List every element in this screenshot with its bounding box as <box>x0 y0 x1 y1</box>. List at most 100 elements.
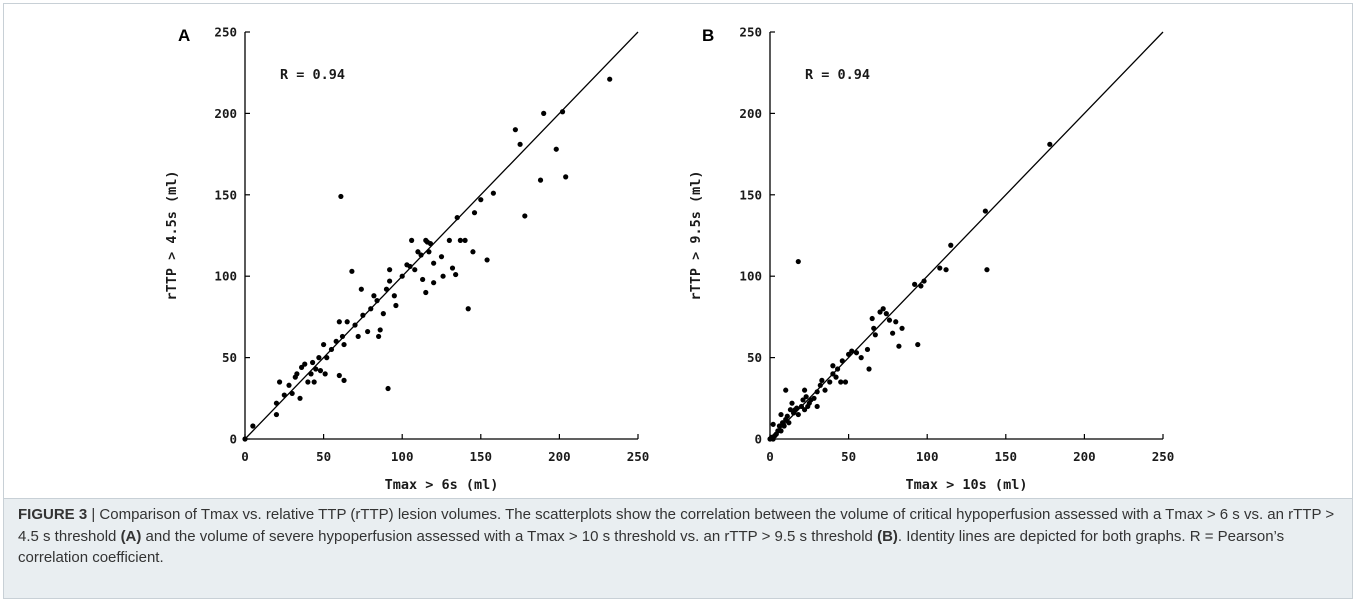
x-tick-label: 0 <box>241 449 249 464</box>
data-point <box>471 210 478 216</box>
data-point <box>512 127 518 133</box>
data-point <box>890 330 896 336</box>
data-point <box>800 397 806 403</box>
data-point <box>311 379 317 385</box>
data-point <box>431 260 437 266</box>
caption-text-2: and the volume of severe hypoperfusion a… <box>141 527 878 545</box>
data-point <box>313 366 319 372</box>
data-point <box>328 346 335 353</box>
data-point <box>431 280 437 286</box>
data-point <box>789 400 795 406</box>
data-point <box>465 306 471 312</box>
data-point <box>787 407 794 413</box>
data-point <box>537 177 544 183</box>
data-point <box>798 403 805 410</box>
caption-ref-b: (B) <box>877 527 898 545</box>
x-tick-label: 50 <box>316 449 331 464</box>
y-tick-label: 0 <box>229 432 237 447</box>
data-point <box>470 249 476 255</box>
data-point <box>830 371 836 377</box>
data-point <box>289 390 295 397</box>
y-tick-label: 150 <box>739 187 762 202</box>
identity-line <box>769 31 1164 440</box>
data-point <box>982 208 988 214</box>
caption-box <box>3 498 1353 599</box>
data-point <box>273 411 280 418</box>
data-point <box>849 348 855 354</box>
data-point <box>1047 141 1053 147</box>
data-point <box>871 325 877 331</box>
data-point <box>341 341 347 348</box>
data-point <box>607 76 613 82</box>
data-point <box>409 237 415 243</box>
caption-ref-a: (A) <box>120 527 142 545</box>
data-point <box>387 278 393 284</box>
y-tick-label: 50 <box>222 350 237 365</box>
y-tick-label: 50 <box>747 350 762 365</box>
data-point <box>440 273 446 279</box>
data-point <box>517 141 523 147</box>
data-point <box>937 265 943 271</box>
data-point <box>490 190 496 196</box>
data-point <box>415 249 421 255</box>
data-point <box>281 392 287 398</box>
data-point <box>864 346 871 353</box>
data-point <box>449 265 456 271</box>
data-point <box>341 377 347 383</box>
y-tick-label: 100 <box>214 269 237 284</box>
data-point <box>360 312 366 318</box>
data-point <box>420 276 426 283</box>
data-point <box>869 315 875 322</box>
x-tick-label: 100 <box>916 449 939 464</box>
data-point <box>391 293 397 299</box>
data-point <box>781 423 787 429</box>
data-point <box>830 363 836 369</box>
data-point <box>842 379 849 385</box>
y-tick-label: 250 <box>739 25 762 40</box>
x-tick-label: 150 <box>995 449 1018 464</box>
data-point <box>242 436 248 442</box>
data-point <box>374 298 380 304</box>
data-point <box>324 355 330 361</box>
data-point <box>309 359 316 366</box>
data-point <box>387 267 393 273</box>
data-point <box>877 309 883 315</box>
data-point <box>778 411 784 418</box>
data-point <box>418 252 424 258</box>
scatter-panel-b: 0 50 100 150 200 250 0 50 100 150 200 250 Tmax > 10s… <box>688 25 1174 494</box>
data-point <box>438 254 445 260</box>
data-point <box>811 395 817 401</box>
data-point <box>803 394 809 400</box>
data-point <box>302 361 308 367</box>
data-point <box>770 421 776 427</box>
data-point <box>250 423 256 429</box>
data-point <box>819 377 825 383</box>
data-point <box>321 341 327 348</box>
data-point <box>339 333 346 340</box>
data-point <box>776 423 783 429</box>
data-point <box>921 278 927 284</box>
x-tick-label: 200 <box>1073 449 1096 464</box>
data-point <box>377 327 383 333</box>
data-point <box>462 237 468 243</box>
data-point <box>896 343 902 349</box>
x-axis-label: Tmax > 6s (ml) <box>385 477 499 493</box>
caption-text-1: Comparison of Tmax vs. relative TTP (rTT… <box>18 506 1335 545</box>
data-point <box>553 146 559 152</box>
data-point <box>383 286 390 292</box>
data-point <box>273 400 280 406</box>
x-tick-label: 0 <box>766 449 774 464</box>
data-point <box>368 306 374 312</box>
data-point <box>349 268 355 274</box>
data-point <box>484 257 490 263</box>
data-point <box>915 341 921 348</box>
data-point <box>338 193 344 200</box>
data-point <box>399 273 405 279</box>
figure-plots: 0 50 100 150 200 250 0 50 100 150 200 250 Tmax > 6s … <box>164 25 1174 494</box>
data-point <box>322 371 328 377</box>
data-point <box>333 338 339 344</box>
data-point <box>801 387 808 393</box>
data-point <box>371 293 377 299</box>
data-point <box>778 428 784 434</box>
x-tick-label: 50 <box>841 449 856 464</box>
